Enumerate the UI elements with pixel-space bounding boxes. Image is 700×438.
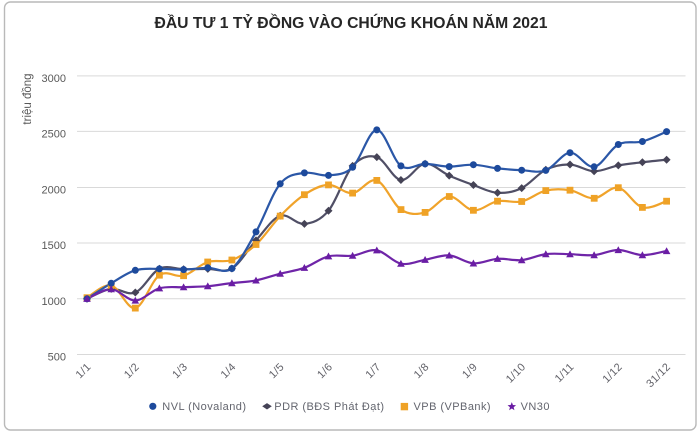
svg-text:2500: 2500: [42, 129, 66, 141]
svg-text:ĐẦU TƯ 1 TỶ ĐỒNG VÀO CHỨNG KHO: ĐẦU TƯ 1 TỶ ĐỒNG VÀO CHỨNG KHOÁN NĂM 202…: [155, 13, 548, 32]
svg-text:1500: 1500: [42, 240, 66, 252]
svg-text:VN30: VN30: [521, 401, 550, 413]
svg-text:500: 500: [48, 352, 66, 364]
svg-text:NVL (Novaland): NVL (Novaland): [162, 401, 246, 413]
svg-text:2000: 2000: [42, 185, 66, 197]
svg-text:PDR (BĐS Phát Đạt): PDR (BĐS Phát Đạt): [274, 401, 384, 413]
svg-text:1000: 1000: [42, 296, 66, 308]
svg-text:VPB (VPBank): VPB (VPBank): [414, 401, 492, 413]
svg-text:triệu đồng: triệu đồng: [22, 73, 34, 124]
svg-text:3000: 3000: [42, 73, 66, 85]
